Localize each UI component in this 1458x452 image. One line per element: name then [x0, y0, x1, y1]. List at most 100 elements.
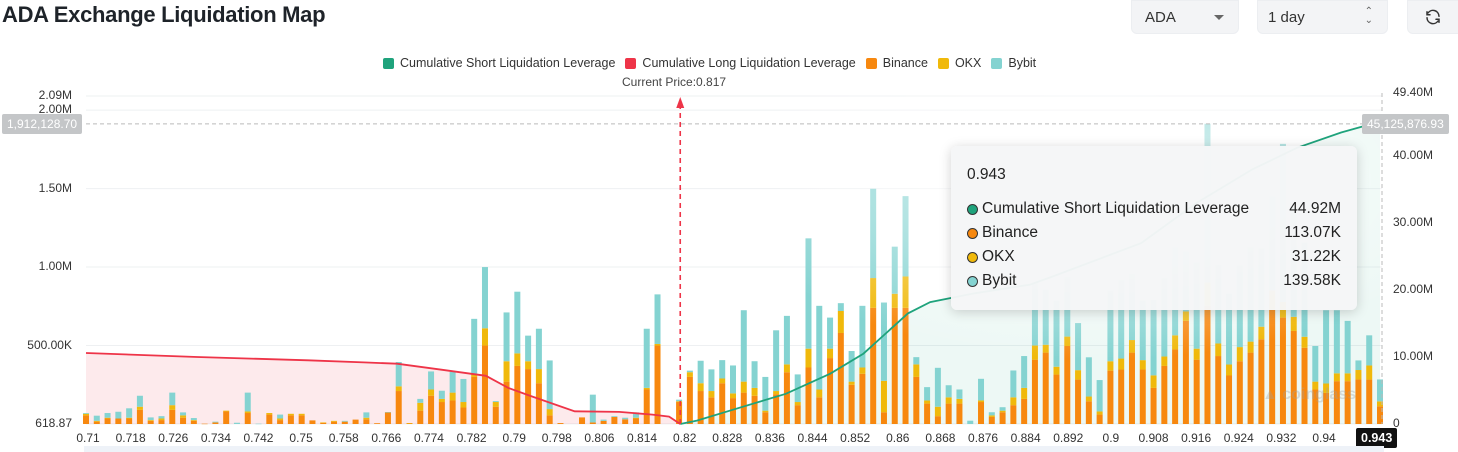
okx-bar [945, 397, 952, 404]
binance-bar [417, 410, 424, 424]
long-line [85, 352, 681, 425]
x-tick-label: 0.844 [797, 431, 828, 445]
binance-bar [589, 422, 596, 424]
x-tick-label: 0.924 [1223, 431, 1254, 445]
binance-bar [492, 406, 499, 424]
okx-bar [169, 405, 176, 410]
binance-bar [1010, 405, 1017, 424]
okx-bar [719, 378, 726, 384]
binance-bar [632, 418, 639, 424]
bybit-bar [190, 418, 197, 421]
x-tick-label: 0.806 [584, 431, 615, 445]
bybit-bar [395, 362, 402, 387]
binance-bar [481, 345, 488, 424]
okx-bar [535, 369, 542, 384]
okx-bar [751, 387, 758, 396]
current-price-label: Current Price:0.817 [622, 75, 727, 89]
okx-bar [676, 401, 683, 403]
chart-zoom-scrollbar[interactable] [84, 446, 1384, 452]
legend-label: OKX [954, 56, 982, 70]
bybit-bar [999, 407, 1006, 411]
binance-bar [180, 417, 187, 424]
bybit-bar [730, 365, 736, 394]
bybit-bar [535, 328, 542, 370]
bybit-bar [719, 360, 726, 379]
legend-item-bybit[interactable]: Bybit [991, 56, 1036, 70]
binance-bar [708, 397, 715, 424]
x-tick-label: 0.828 [712, 431, 743, 445]
x-tick-label: 0.82 [673, 431, 697, 445]
okx-bar [438, 398, 445, 403]
binance-bar [1236, 361, 1243, 424]
okx-bar [697, 383, 704, 392]
bybit-bar [1377, 379, 1383, 402]
bybit-bar [233, 422, 240, 424]
binance-bar [654, 345, 661, 424]
refresh-button[interactable] [1407, 0, 1458, 34]
bybit-bar [924, 387, 931, 401]
binance-bar [978, 402, 985, 424]
okx-bar [104, 417, 111, 419]
legend-label: Binance [882, 56, 928, 70]
y-right-tick-label: 0 [1393, 416, 1400, 430]
x-tick-label: 0.892 [1053, 431, 1084, 445]
tooltip-row-bybit: Bybit 139.58K [967, 272, 1341, 290]
binance-bar [579, 417, 586, 424]
legend-item-binance[interactable]: Binance [865, 56, 928, 70]
binance-bar [1053, 374, 1060, 424]
bybit-bar [341, 420, 348, 422]
legend-label: Cumulative Short Liquidation Leverage [400, 56, 616, 70]
binance-bar [298, 415, 305, 424]
tooltip-value: 139.58K [1283, 272, 1341, 289]
binance-bar [1085, 401, 1092, 424]
x-tick-label: 0.79 [502, 431, 526, 445]
period-select[interactable]: 1 day ⌃ ⌄ [1257, 0, 1388, 34]
okx-bar [83, 413, 89, 416]
bybit-bar [492, 401, 499, 403]
binance-bar [1107, 370, 1114, 424]
legend-item-long[interactable]: Cumulative Long Liquidation Leverage [625, 56, 856, 70]
bybit-bar [147, 417, 154, 421]
tooltip-value: 31.22K [1291, 248, 1341, 265]
coin-select[interactable]: ADA [1131, 0, 1239, 34]
binance-bar [611, 416, 618, 424]
binance-bar [460, 407, 467, 424]
legend-item-short[interactable]: Cumulative Short Liquidation Leverage [383, 56, 615, 70]
binance-bar [794, 405, 801, 424]
chart-tooltip: 0.943 Cumulative Short Liquidation Lever… [951, 146, 1357, 310]
okx-bar [514, 353, 521, 366]
tooltip-row-okx: OKX 31.22K [967, 248, 1341, 266]
x-tick-label: 0.774 [413, 431, 444, 445]
binance-bar [277, 420, 284, 424]
caret-down-icon [1214, 15, 1224, 20]
binance-bar [816, 397, 823, 424]
long-area [86, 353, 681, 424]
bybit-bar [384, 412, 391, 413]
okx-bar [136, 406, 143, 410]
binance-bar [503, 381, 510, 424]
binance-bar [341, 421, 348, 424]
binance-bar [686, 376, 693, 424]
okx-bar [244, 411, 251, 414]
tooltip-label: Binance [982, 224, 1039, 241]
okx-bar [363, 417, 370, 420]
binance-bar [1377, 406, 1383, 424]
bybit-bar [212, 421, 219, 423]
okx-bar [287, 413, 294, 416]
bybit-bar [988, 412, 995, 416]
x-tick-label: 0.916 [1181, 431, 1212, 445]
bybit-bar [460, 378, 467, 403]
binance-bar [1075, 379, 1082, 424]
tooltip-label: OKX [982, 248, 1015, 265]
bybit-bar [255, 423, 262, 425]
binance-bar [913, 376, 920, 424]
binance-bar [1096, 414, 1103, 424]
bybit-bar [428, 371, 435, 390]
bybit-bar [632, 412, 639, 418]
binance-bar [1139, 369, 1146, 424]
binance-bar [600, 420, 607, 424]
binance-bar [384, 412, 391, 424]
legend-item-okx[interactable]: OKX [937, 56, 982, 70]
x-tick-label: 0.814 [627, 431, 658, 445]
x-tick-label: 0.742 [243, 431, 274, 445]
